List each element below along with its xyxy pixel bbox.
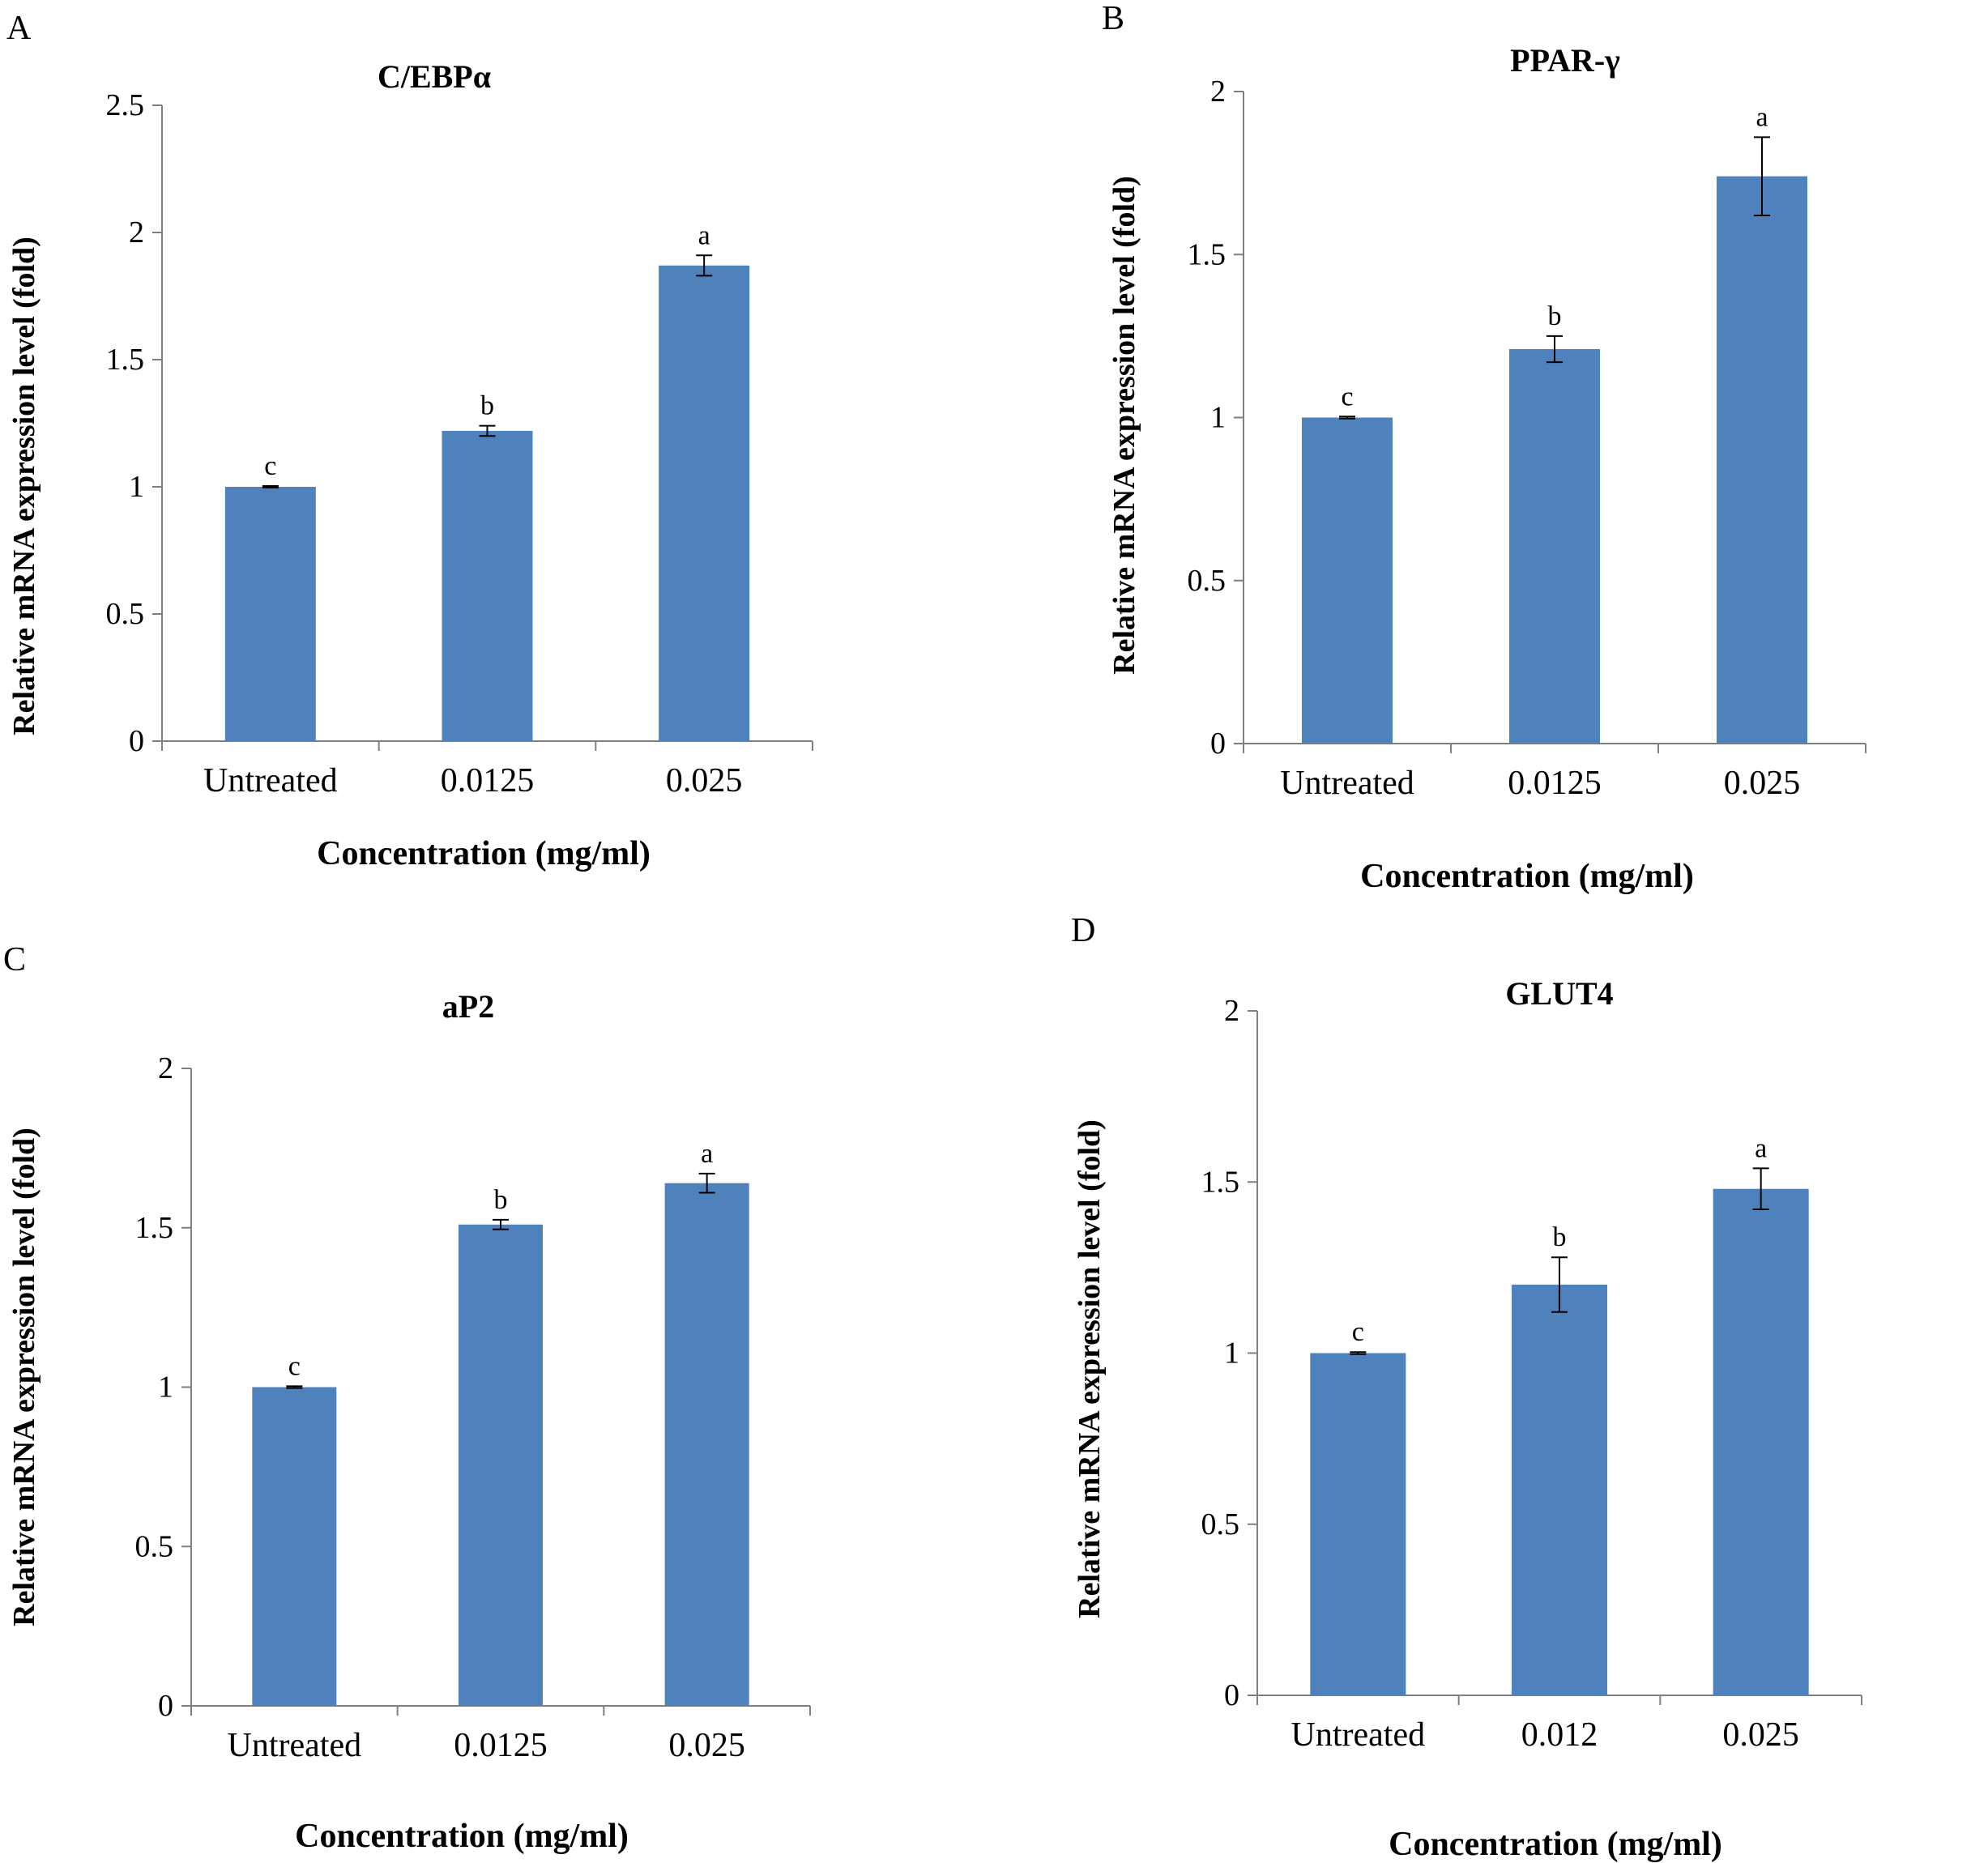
bar-untreated [224,487,316,741]
y-tick-label: 0 [1224,1678,1239,1712]
significance-label: c [288,1351,301,1381]
x-tick-label: Untreated [1291,1716,1426,1754]
x-axis-label: Concentration (mg/ml) [317,835,651,872]
x-tick-label: 0.0125 [1508,765,1602,802]
y-tick-label: 2 [1224,994,1239,1028]
y-axis-label: Relative mRNA expression level (fold) [7,1128,41,1626]
bar-0-012 [1512,1285,1607,1695]
x-axis-label: Concentration (mg/ml) [1389,1826,1722,1863]
plot-area-a: 0 0.5 1 1.5 2 2.5 c Untreated b 0.0125 a 0.025 [106,88,813,799]
x-tick-label: Untreated [1280,765,1414,802]
panel-c: C aP2 Relative mRNA expression level (fo… [3,941,811,1855]
significance-label: c [264,451,276,481]
significance-label: b [1553,1222,1567,1252]
y-tick-label: 0.5 [135,1529,174,1563]
panel-label: D [1071,912,1095,949]
x-tick-label: 0.0125 [441,762,535,799]
y-axis-label: Relative mRNA expression level (fold) [1073,1119,1107,1618]
y-axis-label: Relative mRNA expression level (fold) [1107,176,1141,675]
panel-d: D GLUT4 Relative mRNA expression level (… [1071,912,1862,1863]
panel-a: A C/EBPα Relative mRNA expression level … [6,10,813,872]
x-axis-label: Concentration (mg/ml) [295,1818,629,1855]
panel-label: B [1102,0,1124,37]
panel-b: B PPAR-γ Relative mRNA expression level … [1102,0,1866,895]
y-tick-label: 0 [158,1689,173,1723]
significance-label: a [698,220,710,250]
x-axis-label: Concentration (mg/ml) [1360,858,1694,895]
chart-title: aP2 [442,988,494,1025]
y-tick-label: 2.5 [106,88,145,122]
bar-untreated [252,1387,337,1706]
y-tick-label: 1 [1210,401,1226,435]
plot-area-b: 0 0.5 1 1.5 2 c Untreated b 0.0125 a 0.025 [1188,75,1866,802]
y-tick-label: 1 [158,1371,173,1405]
x-tick-label: 0.025 [1724,765,1801,802]
significance-label: a [1755,102,1768,132]
bar-0-025 [1713,1188,1809,1695]
y-tick-label: 0.5 [106,597,145,631]
bar-0-0125 [459,1224,543,1706]
chart-title: C/EBPα [378,58,491,95]
panel-label: A [6,10,32,47]
significance-label: b [1548,301,1562,331]
bar-0-025 [1717,176,1807,744]
y-tick-label: 2 [1210,75,1226,109]
bar-0-0125 [442,430,533,741]
significance-label: a [1755,1133,1767,1163]
y-tick-label: 1.5 [106,343,145,377]
y-tick-label: 0 [1210,727,1226,761]
chart-title: GLUT4 [1505,975,1613,1012]
y-axis-label: Relative mRNA expression level (fold) [7,237,41,735]
y-tick-label: 1 [129,470,144,504]
y-tick-label: 2 [129,215,144,249]
bar-0-0125 [1509,348,1600,744]
x-tick-label: 0.025 [666,762,743,799]
x-tick-label: Untreated [228,1727,362,1764]
y-tick-label: 0.5 [1188,564,1227,598]
plot-area-d: 0 0.5 1 1.5 2 c Untreated b 0.012 a 0.025 [1201,994,1862,1754]
x-tick-label: 0.012 [1521,1716,1598,1754]
x-tick-label: 0.0125 [454,1727,548,1764]
significance-label: c [1352,1317,1364,1347]
y-tick-label: 1.5 [1201,1165,1240,1199]
chart-title: PPAR-γ [1510,42,1620,79]
bar-untreated [1302,417,1393,744]
x-tick-label: Untreated [203,762,338,799]
x-tick-label: 0.025 [668,1727,745,1764]
y-tick-label: 1.5 [1188,237,1227,271]
bar-0-025 [659,265,750,741]
plot-area-c: 0 0.5 1 1.5 2 c Untreated b 0.0125 a 0.025 [135,1051,811,1764]
significance-label: a [701,1139,713,1169]
x-tick-label: 0.025 [1722,1716,1799,1754]
bar-0-025 [664,1183,749,1706]
panel-label: C [3,941,26,978]
y-tick-label: 0 [129,724,144,758]
significance-label: b [494,1185,508,1215]
significance-label: c [1341,382,1353,411]
y-tick-label: 0.5 [1201,1507,1240,1541]
y-tick-label: 1 [1224,1336,1239,1371]
significance-label: b [480,391,494,421]
bar-untreated [1310,1353,1406,1695]
y-tick-label: 2 [158,1051,173,1085]
y-tick-label: 1.5 [135,1211,174,1245]
